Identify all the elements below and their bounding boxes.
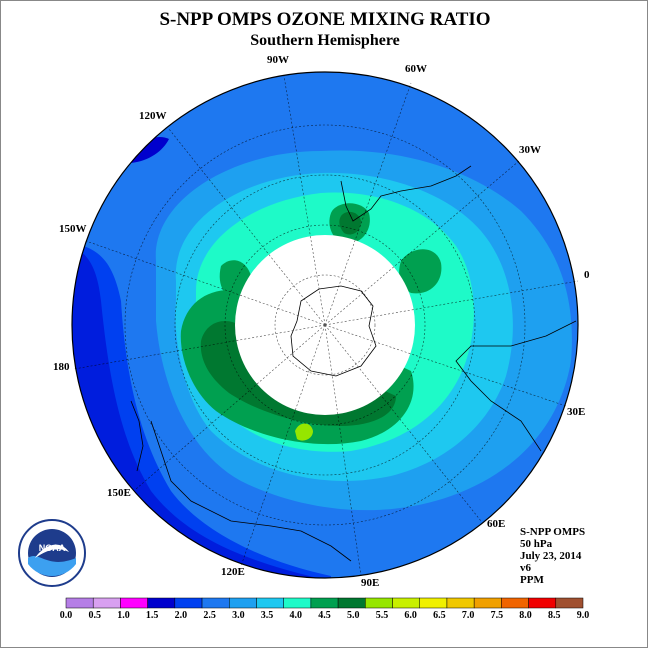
colorbar-swatch: [337, 597, 366, 609]
lon-label-90w: 90W: [267, 54, 289, 66]
colorbar-swatch: [365, 597, 393, 609]
colorbar-swatch: [473, 597, 502, 609]
colorbar-tick-label: 7.5: [490, 610, 504, 621]
colorbar-tick-label: 4.5: [318, 610, 331, 621]
colorbar-tick-label: 7.0: [461, 610, 475, 621]
colorbar-tick-label: 9.0: [576, 610, 590, 621]
band-4.5-north: [339, 211, 361, 235]
colorbar-swatch: [310, 597, 339, 609]
colorbar-tick-label: 4.0: [289, 610, 303, 621]
noaa-logo: NOAA: [18, 519, 86, 587]
colorbar-tick-label: 6.0: [404, 610, 417, 621]
colorbar-tick-label: 5.0: [346, 610, 360, 621]
antarctica-coast: [290, 285, 377, 377]
colorbar-swatch: [256, 597, 284, 609]
lon-label-60e: 60E: [487, 518, 506, 530]
colorbar-swatch: [446, 597, 475, 609]
band-5.0-spot: [295, 423, 313, 441]
band-4.0-east: [399, 249, 442, 294]
colorbar-tick-label: 2.0: [174, 610, 188, 621]
lon-label-60w: 60W: [405, 63, 427, 75]
colorbar-swatch: [120, 597, 148, 609]
map-border: [71, 71, 579, 579]
colorbar-tick-label: 3.0: [232, 610, 245, 621]
colorbar-swatch: [65, 597, 94, 609]
colorbar-tick-label: 0.5: [88, 610, 101, 621]
colorbar-tick-label: 8.5: [548, 610, 561, 621]
colorbar: [65, 597, 584, 609]
australia-coast: [150, 420, 352, 562]
graticule: [73, 75, 579, 577]
colorbar-tick-label: 5.5: [375, 610, 389, 621]
colorbar-swatch: [392, 597, 420, 609]
lon-label-120w: 120W: [139, 110, 167, 122]
africa-coast: [455, 320, 577, 452]
colorbar-swatch: [283, 597, 312, 609]
colorbar-swatch: [92, 597, 121, 609]
colorbar-swatch: [555, 597, 584, 609]
info-level: 50 hPa: [520, 538, 553, 550]
lon-label-30e: 30E: [567, 406, 586, 418]
colorbar-swatch: [201, 597, 230, 609]
colorbar-tick-label: 1.5: [145, 610, 159, 621]
colorbar-tick-label: 2.5: [203, 610, 216, 621]
info-product: S-NPP OMPS: [520, 526, 586, 538]
lon-label-150w: 150W: [59, 223, 87, 235]
lon-label-120e: 120E: [221, 566, 245, 578]
colorbar-tick-label: 6.5: [433, 610, 446, 621]
lon-label-90e: 90E: [361, 577, 380, 589]
colorbar-swatch: [147, 597, 176, 609]
info-version: v6: [520, 562, 531, 574]
colorbar-swatch: [174, 597, 203, 609]
map-subtitle: Southern Hemisphere: [250, 32, 400, 49]
info-units: PPM: [520, 574, 544, 586]
nz-coast: [130, 400, 144, 472]
colorbar-tick-label: 8.0: [519, 610, 532, 621]
colorbar-tick-label: 3.5: [260, 610, 274, 621]
logo-text: NOAA: [39, 543, 66, 553]
blob-1.5-nw: [131, 136, 169, 163]
colorbar-tick-label: 1.0: [117, 610, 130, 621]
colorbar-swatch: [501, 597, 529, 609]
lon-label-150e: 150E: [107, 487, 131, 499]
colorbar-swatch: [528, 597, 557, 609]
lon-label-30w: 30W: [519, 144, 541, 156]
info-date: July 23, 2014: [520, 550, 582, 562]
south-america-coast: [340, 165, 472, 222]
lon-label-0: 0: [584, 269, 590, 281]
colorbar-swatch: [419, 597, 448, 609]
map-title: S-NPP OMPS OZONE MIXING RATIO: [159, 9, 491, 30]
colorbar-swatch: [229, 597, 257, 609]
lon-label-180: 180: [53, 361, 70, 373]
colorbar-tick-label: 0.0: [59, 610, 73, 621]
